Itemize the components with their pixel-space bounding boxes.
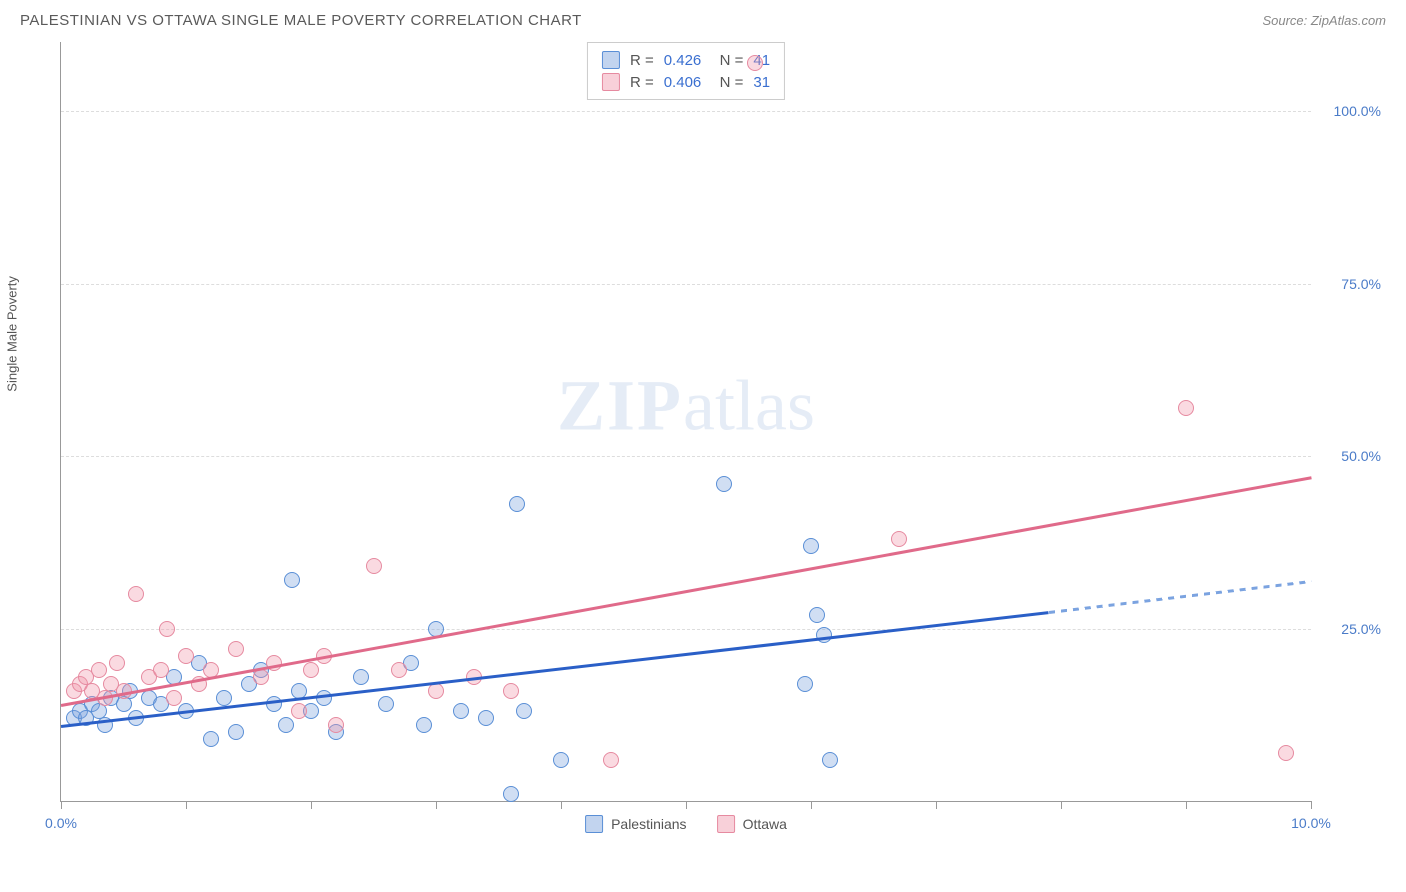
xtick <box>1186 801 1187 809</box>
data-point <box>116 696 132 712</box>
chart-container: Single Male Poverty ZIPatlas R = 0.426 N… <box>50 37 1386 847</box>
data-point <box>516 703 532 719</box>
data-point <box>716 476 732 492</box>
ytick-label: 50.0% <box>1341 448 1381 464</box>
plot-area: ZIPatlas R = 0.426 N = 41 R = 0.406 N = … <box>60 42 1311 802</box>
data-point <box>428 683 444 699</box>
data-point <box>153 662 169 678</box>
data-point <box>416 717 432 733</box>
watermark-bold: ZIP <box>557 366 683 446</box>
data-point <box>178 648 194 664</box>
data-point <box>353 669 369 685</box>
y-axis-label: Single Male Poverty <box>5 276 20 392</box>
data-point <box>203 731 219 747</box>
data-point <box>453 703 469 719</box>
stats-row-pink: R = 0.406 N = 31 <box>602 71 770 93</box>
gridline <box>61 456 1311 457</box>
data-point <box>509 496 525 512</box>
xtick <box>936 801 937 809</box>
trend-line <box>61 477 1311 707</box>
ytick-label: 75.0% <box>1341 276 1381 292</box>
legend-label-blue: Palestinians <box>611 816 687 832</box>
r-value-blue: 0.426 <box>664 52 702 69</box>
data-point <box>803 538 819 554</box>
data-point <box>891 531 907 547</box>
xtick <box>811 801 812 809</box>
data-point <box>1278 745 1294 761</box>
xtick <box>61 801 62 809</box>
source-text: Source: ZipAtlas.com <box>1262 13 1386 28</box>
xtick <box>561 801 562 809</box>
data-point <box>291 703 307 719</box>
legend-item-blue: Palestinians <box>585 815 687 833</box>
data-point <box>228 641 244 657</box>
xtick <box>436 801 437 809</box>
swatch-pink-icon <box>602 73 620 91</box>
data-point <box>278 717 294 733</box>
data-point <box>503 786 519 802</box>
data-point <box>809 607 825 623</box>
xtick-label: 0.0% <box>45 815 77 831</box>
data-point <box>128 586 144 602</box>
legend-label-pink: Ottawa <box>743 816 787 832</box>
xtick <box>186 801 187 809</box>
xtick-label: 10.0% <box>1291 815 1331 831</box>
data-point <box>216 690 232 706</box>
data-point <box>478 710 494 726</box>
r-value-pink: 0.406 <box>664 74 702 91</box>
swatch-blue-icon <box>585 815 603 833</box>
data-point <box>303 662 319 678</box>
data-point <box>553 752 569 768</box>
swatch-pink-icon <box>717 815 735 833</box>
xtick <box>1311 801 1312 809</box>
data-point <box>228 724 244 740</box>
data-point <box>747 55 763 71</box>
data-point <box>91 662 107 678</box>
data-point <box>328 717 344 733</box>
data-point <box>253 669 269 685</box>
xtick <box>311 801 312 809</box>
r-label: R = <box>630 74 654 91</box>
data-point <box>109 655 125 671</box>
stats-legend: R = 0.426 N = 41 R = 0.406 N = 31 <box>587 42 785 100</box>
data-point <box>366 558 382 574</box>
ytick-label: 100.0% <box>1334 103 1381 119</box>
n-label: N = <box>711 74 743 91</box>
data-point <box>503 683 519 699</box>
stats-row-blue: R = 0.426 N = 41 <box>602 49 770 71</box>
ytick-label: 25.0% <box>1341 621 1381 637</box>
xtick <box>1061 801 1062 809</box>
chart-title: PALESTINIAN VS OTTAWA SINGLE MALE POVERT… <box>20 12 582 29</box>
watermark: ZIPatlas <box>557 365 815 448</box>
gridline <box>61 111 1311 112</box>
bottom-legend: Palestinians Ottawa <box>585 815 787 833</box>
legend-item-pink: Ottawa <box>717 815 787 833</box>
data-point <box>378 696 394 712</box>
data-point <box>284 572 300 588</box>
trend-line <box>1048 580 1311 614</box>
data-point <box>159 621 175 637</box>
xtick <box>686 801 687 809</box>
data-point <box>166 690 182 706</box>
r-label: R = <box>630 52 654 69</box>
swatch-blue-icon <box>602 51 620 69</box>
data-point <box>391 662 407 678</box>
n-value-pink: 31 <box>753 74 770 91</box>
gridline <box>61 284 1311 285</box>
data-point <box>1178 400 1194 416</box>
data-point <box>822 752 838 768</box>
data-point <box>797 676 813 692</box>
gridline <box>61 629 1311 630</box>
data-point <box>603 752 619 768</box>
n-label: N = <box>711 52 743 69</box>
watermark-light: atlas <box>683 366 815 446</box>
